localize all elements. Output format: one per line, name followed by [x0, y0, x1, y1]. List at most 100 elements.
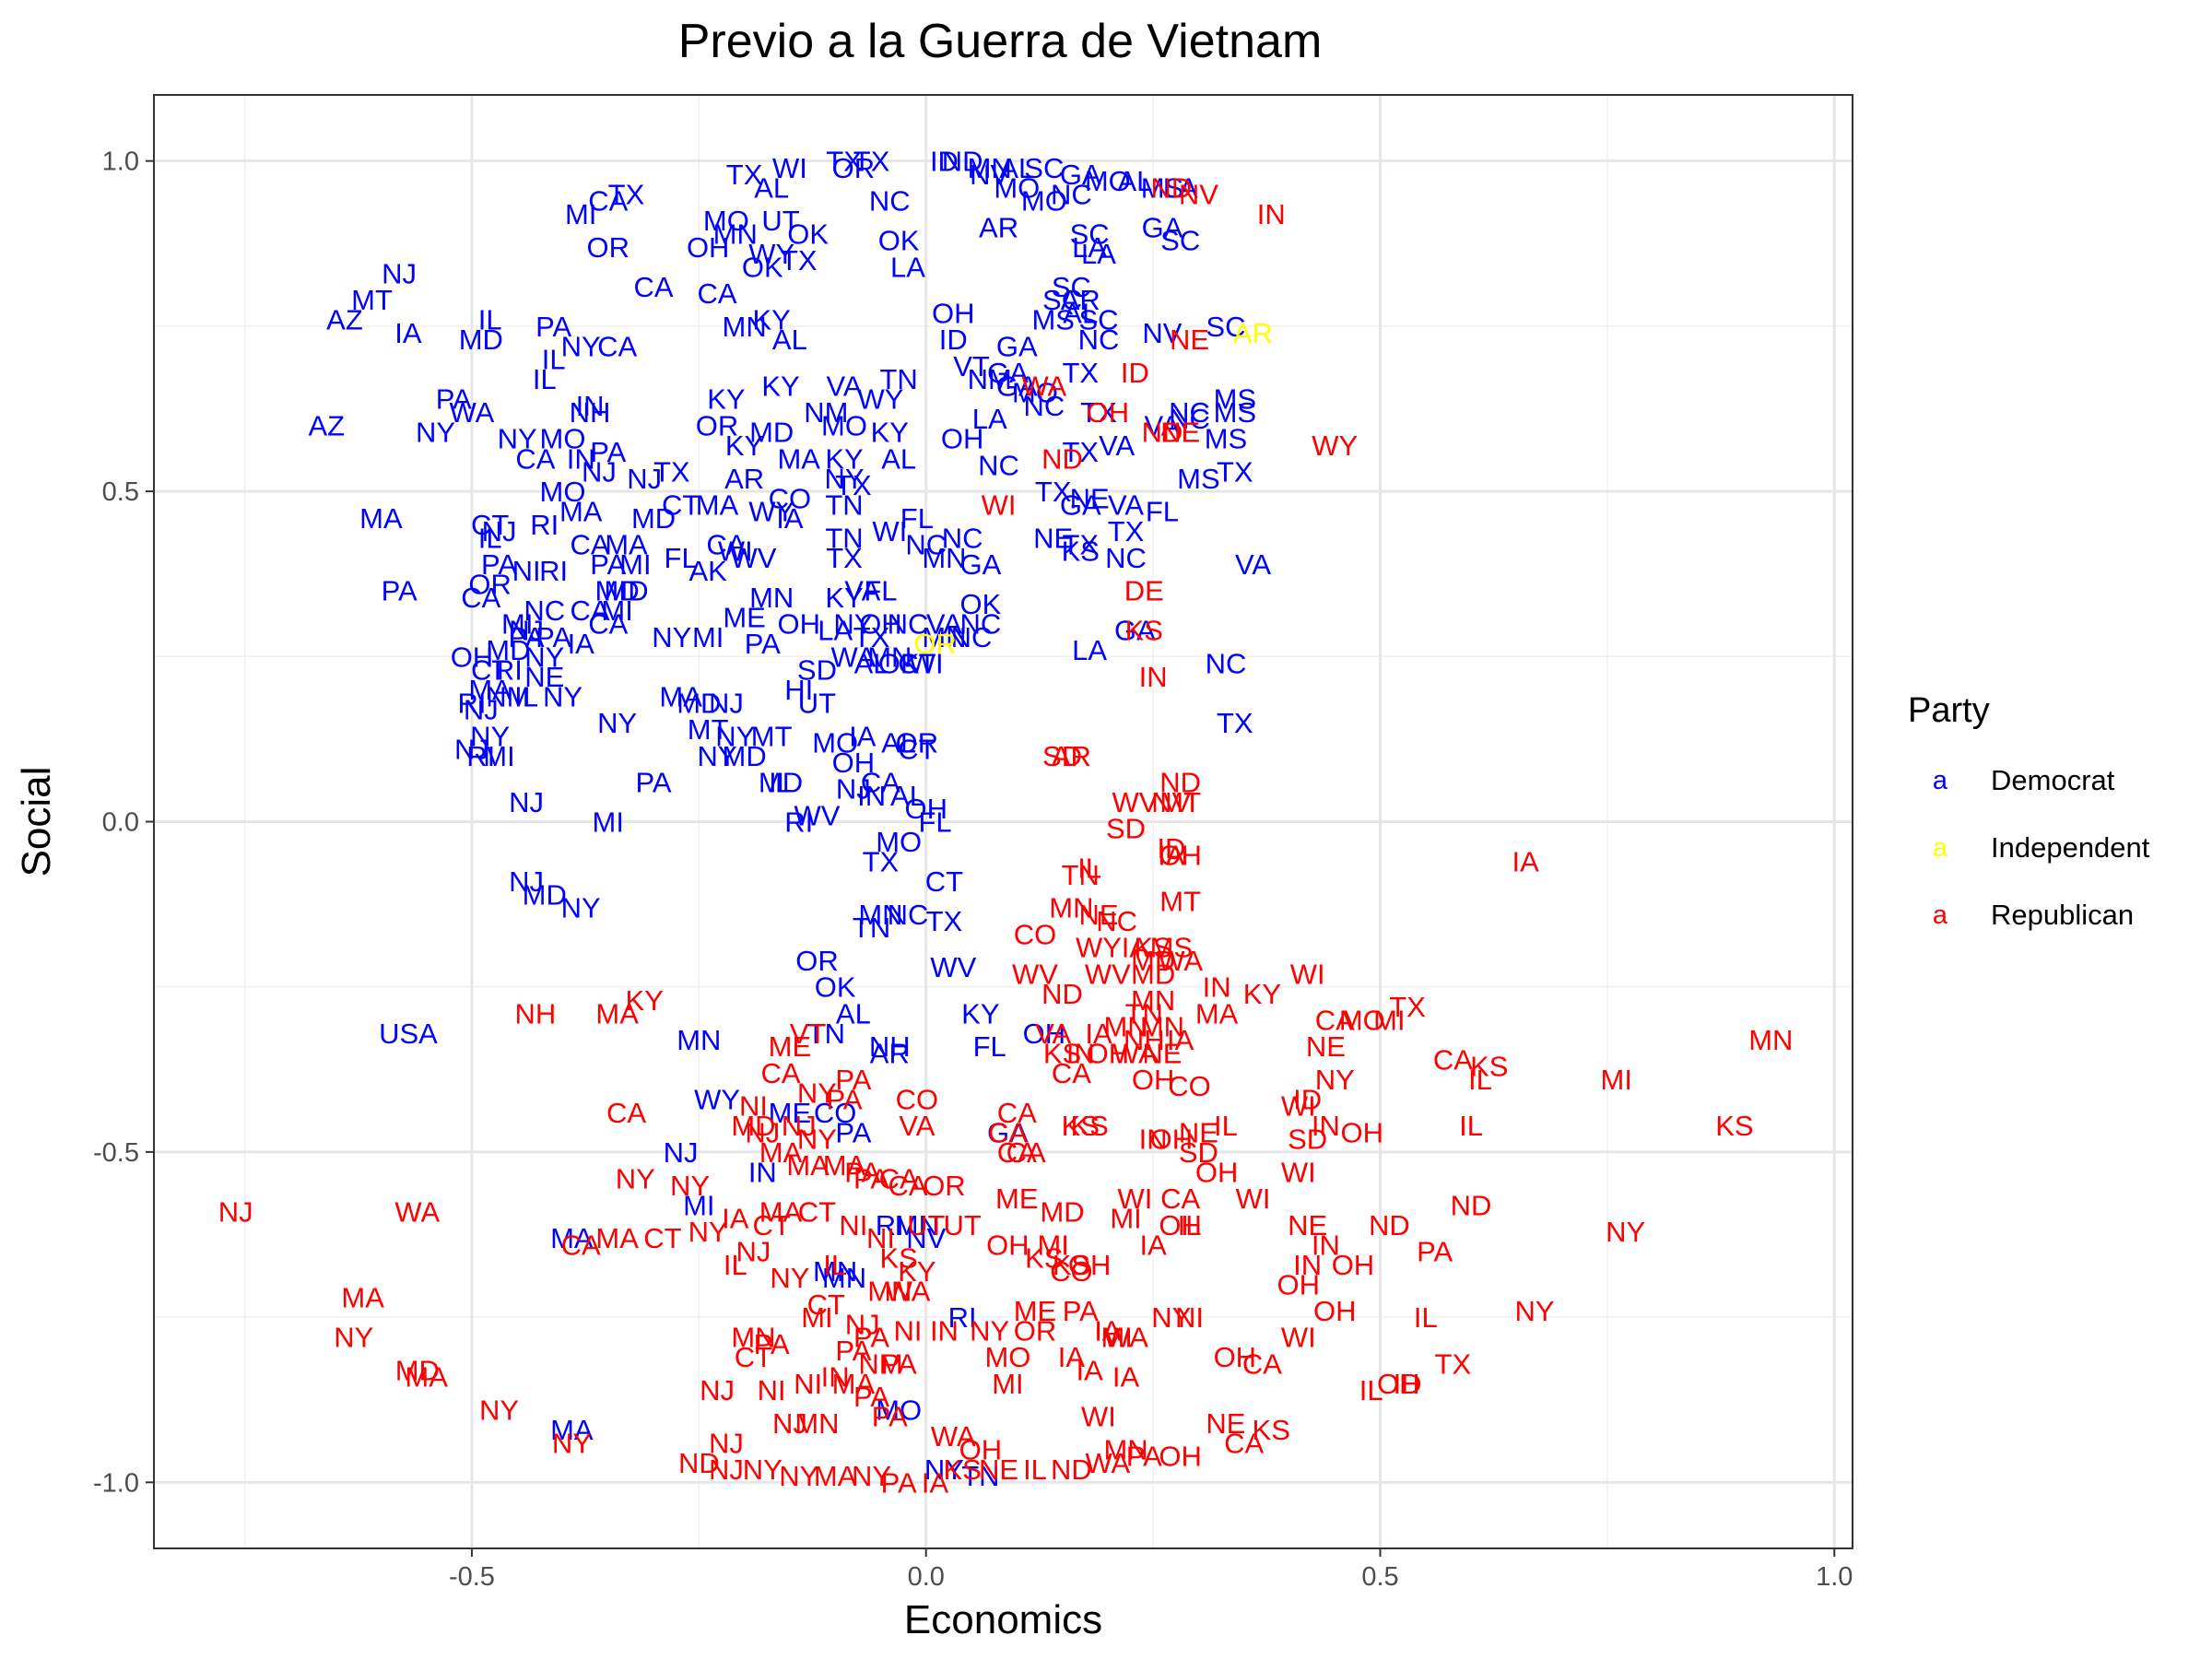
point-label: FL — [973, 1030, 1006, 1063]
point-label: MT — [351, 284, 393, 316]
point-label: IN — [930, 1314, 959, 1347]
point-label: MT — [1159, 786, 1201, 818]
point-label: MA — [814, 1460, 857, 1492]
point-label: NV — [970, 159, 1009, 191]
point-label: VA — [1099, 429, 1135, 462]
point-label: IN — [857, 780, 886, 812]
point-label: MA — [786, 1149, 830, 1182]
point-label: UT — [907, 1209, 945, 1241]
point-label: AL — [772, 324, 807, 356]
legend-title: Party — [1908, 691, 1990, 730]
point-label: OH — [687, 231, 730, 264]
point-label: OH — [959, 1433, 1003, 1465]
point-label: WY — [748, 496, 794, 528]
point-label: AL — [890, 780, 925, 812]
point-label: TX — [1062, 357, 1099, 389]
point-label: PA — [509, 621, 545, 653]
point-label: WV — [930, 951, 976, 983]
point-label: PA — [853, 1322, 889, 1354]
point-label: NE — [1160, 417, 1200, 449]
point-label: OK — [815, 971, 856, 1004]
point-label: ID — [1394, 1368, 1422, 1400]
point-label: TX — [608, 179, 645, 211]
point-label: NY — [715, 720, 755, 752]
y-tick-label: 1.0 — [102, 147, 139, 177]
point-label: WI — [1117, 1182, 1152, 1215]
point-label: AR — [870, 1037, 910, 1069]
point-label: VA — [826, 370, 862, 402]
point-label: MA — [659, 680, 702, 712]
point-label: MI — [692, 621, 724, 653]
point-label: TX — [653, 456, 690, 488]
legend-label: Democrat — [1991, 764, 2115, 796]
point-label: NY — [670, 1170, 710, 1202]
point-label: NY — [597, 707, 637, 739]
point-label: NC — [1023, 390, 1065, 422]
point-label: OH — [859, 607, 902, 640]
point-label: PA — [853, 1381, 889, 1413]
point-label: MA — [605, 528, 648, 560]
point-label: WI — [718, 535, 753, 568]
point-label: NE — [1206, 1407, 1245, 1440]
point-label: IN — [567, 442, 595, 475]
point-label: NY — [616, 1163, 655, 1195]
chart-title: Previo a la Guerra de Vietnam — [678, 15, 1323, 68]
point-label: CA — [597, 330, 637, 362]
point-label: TX — [863, 846, 900, 878]
point-label: OK — [878, 647, 920, 679]
point-label: MS — [1214, 396, 1257, 429]
plot-grid — [154, 95, 1853, 1548]
point-label: WA — [394, 1195, 440, 1228]
point-label: MO — [1339, 1005, 1385, 1037]
point-label: IA — [1139, 1229, 1167, 1261]
point-label: ND — [1041, 442, 1083, 475]
point-label: IN — [821, 1361, 850, 1394]
point-label: PA — [535, 311, 571, 343]
y-tick-label: 0.5 — [102, 477, 139, 507]
point-label: CA — [861, 766, 900, 798]
point-label: PA — [844, 1156, 880, 1188]
point-label: MD — [395, 1354, 440, 1386]
point-label: MA — [559, 496, 603, 528]
point-label: VA — [1144, 409, 1180, 441]
point-label: OH — [1159, 1441, 1202, 1473]
point-label: WI — [1281, 1156, 1316, 1188]
point-label: VA — [926, 607, 962, 640]
point-label: RI — [466, 740, 495, 772]
point-label: KS — [943, 1453, 981, 1486]
point-label: IA — [1122, 932, 1149, 964]
point-label: ME — [723, 601, 766, 633]
point-label: IN — [1066, 1037, 1095, 1069]
point-label: TN — [825, 488, 863, 521]
point-label: MT — [688, 713, 729, 746]
point-label: VT — [790, 1018, 827, 1050]
point-label: PA — [835, 1116, 871, 1148]
point-label: MI — [501, 607, 533, 640]
point-label: ID — [1293, 1084, 1322, 1116]
point-label: MN — [867, 1275, 912, 1307]
point-label: OR — [696, 409, 739, 441]
point-label: WV — [1085, 958, 1131, 990]
point-label: IA — [922, 1466, 949, 1499]
point-label: GA — [959, 548, 1001, 581]
point-label: OK — [878, 225, 920, 257]
point-label: NC — [1169, 403, 1210, 435]
point-label: IA — [394, 317, 422, 349]
point-label: IL — [724, 1249, 747, 1281]
point-label: CT — [798, 1195, 836, 1228]
point-label: OH — [1214, 1341, 1257, 1373]
point-label: SD — [1288, 1124, 1327, 1156]
point-label: IL — [1459, 1110, 1483, 1142]
point-label: NJ — [509, 786, 544, 818]
point-label: CA — [634, 271, 674, 303]
point-label: MO — [540, 423, 586, 455]
point-label: KS — [1470, 1051, 1508, 1083]
point-label: TX — [826, 542, 863, 574]
point-label: KY — [753, 304, 791, 336]
point-label: MI — [801, 1301, 832, 1334]
point-label: USA — [379, 1018, 438, 1050]
point-label: ID — [939, 324, 968, 356]
point-label: OR — [1014, 1314, 1057, 1347]
point-label: IA — [1076, 1354, 1103, 1386]
